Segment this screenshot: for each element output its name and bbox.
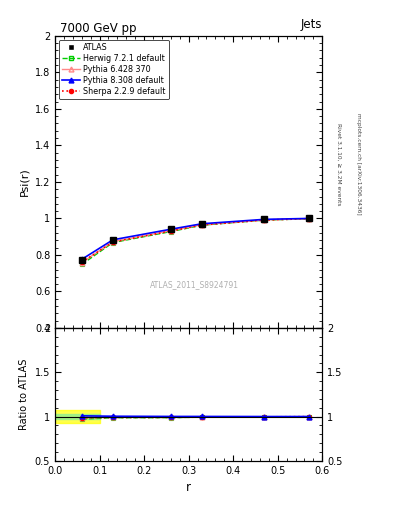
Text: 7000 GeV pp: 7000 GeV pp — [61, 22, 137, 35]
Text: Rivet 3.1.10, ≥ 3.2M events: Rivet 3.1.10, ≥ 3.2M events — [336, 122, 341, 205]
Legend: ATLAS, Herwig 7.2.1 default, Pythia 6.428 370, Pythia 8.308 default, Sherpa 2.2.: ATLAS, Herwig 7.2.1 default, Pythia 6.42… — [59, 40, 169, 99]
Y-axis label: Psi(r): Psi(r) — [19, 167, 29, 196]
X-axis label: r: r — [186, 481, 191, 494]
Text: mcplots.cern.ch [arXiv:1306.3436]: mcplots.cern.ch [arXiv:1306.3436] — [356, 113, 361, 215]
Text: Jets: Jets — [301, 18, 322, 31]
Y-axis label: Ratio to ATLAS: Ratio to ATLAS — [19, 359, 29, 430]
Text: ATLAS_2011_S8924791: ATLAS_2011_S8924791 — [149, 280, 239, 289]
